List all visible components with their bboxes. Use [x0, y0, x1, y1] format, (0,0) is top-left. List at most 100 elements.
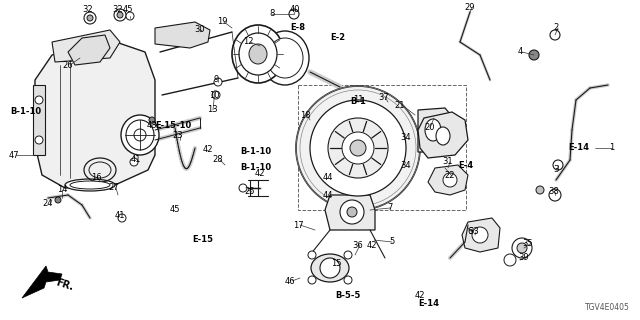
Text: 38: 38 — [548, 188, 559, 196]
Circle shape — [239, 184, 247, 192]
Text: 10: 10 — [209, 91, 220, 100]
Circle shape — [289, 9, 299, 19]
Circle shape — [344, 251, 352, 259]
Text: 16: 16 — [91, 173, 101, 182]
Text: 42: 42 — [203, 146, 213, 155]
Text: 15: 15 — [331, 259, 341, 268]
Text: 22: 22 — [445, 172, 455, 180]
Polygon shape — [155, 22, 210, 48]
Circle shape — [328, 118, 388, 178]
Circle shape — [35, 96, 43, 104]
Text: 26: 26 — [63, 60, 74, 69]
Text: 17: 17 — [292, 220, 303, 229]
Text: 12: 12 — [243, 37, 253, 46]
Circle shape — [517, 243, 527, 253]
Circle shape — [84, 12, 96, 24]
Text: 46: 46 — [285, 276, 295, 285]
Text: TGV4E0405: TGV4E0405 — [585, 303, 630, 312]
Ellipse shape — [70, 181, 110, 189]
Text: 36: 36 — [353, 241, 364, 250]
Polygon shape — [428, 165, 468, 195]
Circle shape — [114, 9, 126, 21]
Circle shape — [149, 117, 155, 123]
Text: 8: 8 — [269, 10, 275, 19]
Circle shape — [308, 251, 316, 259]
Text: 42: 42 — [415, 292, 425, 300]
Circle shape — [87, 15, 93, 21]
Text: 39: 39 — [518, 253, 529, 262]
Polygon shape — [35, 40, 155, 188]
Circle shape — [126, 12, 134, 20]
Polygon shape — [462, 218, 500, 252]
Text: 40: 40 — [290, 5, 300, 14]
Polygon shape — [52, 30, 120, 62]
Ellipse shape — [239, 33, 277, 75]
Circle shape — [320, 258, 340, 278]
Text: 35: 35 — [523, 239, 533, 249]
Text: 2: 2 — [554, 23, 559, 33]
Text: B-5-5: B-5-5 — [335, 291, 360, 300]
Text: 44: 44 — [323, 173, 333, 182]
Text: 42: 42 — [367, 241, 377, 250]
Text: 5: 5 — [389, 237, 395, 246]
Circle shape — [117, 12, 123, 18]
Circle shape — [529, 50, 539, 60]
Text: 9: 9 — [213, 76, 219, 84]
Polygon shape — [22, 266, 62, 298]
Circle shape — [553, 160, 563, 170]
Ellipse shape — [126, 120, 154, 150]
Text: 34: 34 — [401, 133, 412, 142]
Polygon shape — [33, 85, 45, 155]
Text: 25: 25 — [244, 188, 255, 196]
Ellipse shape — [232, 25, 284, 83]
Text: 47: 47 — [9, 150, 19, 159]
Text: 7: 7 — [387, 204, 393, 212]
Circle shape — [296, 86, 420, 210]
Circle shape — [308, 276, 316, 284]
Ellipse shape — [249, 44, 267, 64]
Circle shape — [134, 129, 146, 141]
Text: 32: 32 — [83, 5, 93, 14]
Circle shape — [214, 78, 222, 86]
Circle shape — [512, 238, 532, 258]
Text: 24: 24 — [43, 199, 53, 209]
Text: 42: 42 — [255, 170, 265, 179]
Text: E-14: E-14 — [568, 143, 589, 153]
Circle shape — [130, 158, 138, 166]
Text: 43: 43 — [147, 121, 157, 130]
Text: 45: 45 — [123, 5, 133, 14]
Circle shape — [340, 200, 364, 224]
Circle shape — [344, 276, 352, 284]
Text: 18: 18 — [300, 110, 310, 119]
Ellipse shape — [65, 179, 115, 191]
Ellipse shape — [436, 127, 450, 145]
Text: 6: 6 — [467, 228, 473, 236]
Circle shape — [347, 207, 357, 217]
Circle shape — [118, 214, 126, 222]
Text: 20: 20 — [425, 124, 435, 132]
Text: 27: 27 — [109, 183, 119, 193]
Text: 33: 33 — [468, 228, 479, 236]
Text: 44: 44 — [323, 190, 333, 199]
Ellipse shape — [261, 31, 309, 85]
Circle shape — [536, 186, 544, 194]
Circle shape — [310, 100, 406, 196]
Ellipse shape — [425, 119, 441, 141]
Text: E-15: E-15 — [192, 236, 213, 244]
Circle shape — [472, 227, 488, 243]
Circle shape — [350, 140, 366, 156]
Text: E-4: E-4 — [458, 161, 473, 170]
Text: 4: 4 — [517, 47, 523, 57]
Text: 11: 11 — [353, 95, 364, 105]
Text: 31: 31 — [443, 157, 453, 166]
Ellipse shape — [267, 38, 303, 78]
Text: 29: 29 — [465, 4, 476, 12]
Text: B-1: B-1 — [350, 98, 366, 107]
Text: 41: 41 — [131, 156, 141, 164]
Text: 21: 21 — [395, 100, 405, 109]
Text: 13: 13 — [207, 106, 218, 115]
Text: 30: 30 — [195, 26, 205, 35]
Text: B-1-10: B-1-10 — [240, 148, 271, 156]
Polygon shape — [418, 112, 468, 158]
Text: 32: 32 — [113, 5, 124, 14]
